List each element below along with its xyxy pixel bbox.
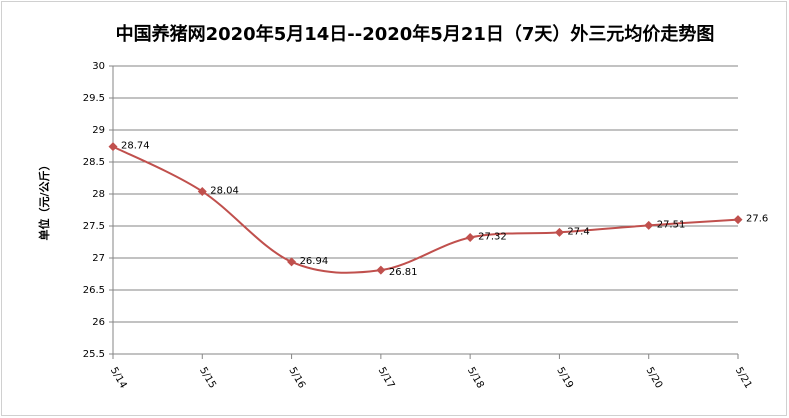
series-line xyxy=(112,145,739,274)
data-label: 26.94 xyxy=(300,256,329,267)
data-label: 27.51 xyxy=(657,219,686,230)
y-tick-label: 30 xyxy=(92,61,105,72)
data-point xyxy=(554,227,564,237)
data-label: 27.6 xyxy=(746,214,768,225)
y-tick-label: 25.5 xyxy=(83,349,105,360)
data-point xyxy=(287,257,297,267)
y-tick-label: 27 xyxy=(92,253,105,264)
y-tick-label: 28.5 xyxy=(83,157,105,168)
data-label: 27.4 xyxy=(567,226,589,237)
data-label: 26.81 xyxy=(389,267,418,278)
data-point xyxy=(108,142,118,152)
data-label: 28.74 xyxy=(121,141,150,152)
data-label: 28.04 xyxy=(210,185,239,196)
data-label: 27.32 xyxy=(478,232,507,243)
y-tick-label: 29.5 xyxy=(83,93,105,104)
y-tick-label: 26 xyxy=(92,317,105,328)
y-tick-label: 26.5 xyxy=(83,285,105,296)
data-point xyxy=(733,215,743,225)
data-point xyxy=(644,220,654,230)
y-tick-label: 27.5 xyxy=(83,221,105,232)
data-point xyxy=(197,186,207,196)
y-tick-label: 29 xyxy=(92,125,105,136)
data-point xyxy=(465,233,475,243)
chart-title: 中国养猪网2020年5月14日--2020年5月21日（7天）外三元均价走势图 xyxy=(116,23,715,45)
data-point xyxy=(376,265,386,275)
y-axis-label: 单位（元/公斤） xyxy=(37,159,51,240)
y-tick-label: 28 xyxy=(92,189,105,200)
